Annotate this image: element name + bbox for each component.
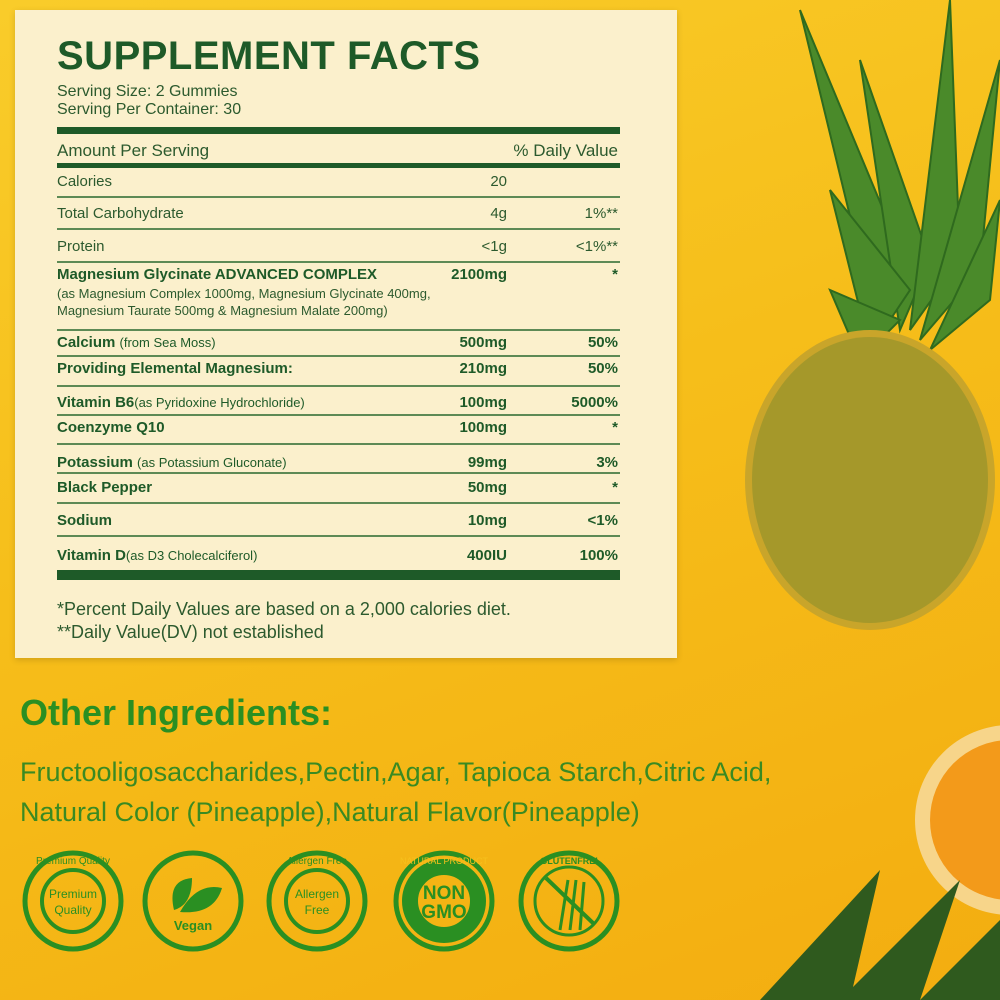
allergen-free-icon: Allergen Free Allergen Free	[266, 850, 368, 952]
nutrient-detail: (as Magnesium Complex 1000mg, Magnesium …	[57, 286, 431, 318]
nutrient-name: Black Pepper	[57, 479, 153, 496]
gluten-free-icon: GLUTENFREI	[518, 850, 620, 952]
orange-slice-icon	[915, 725, 1000, 915]
svg-text:Vegan: Vegan	[174, 918, 212, 933]
nutrient-dv: <1%	[587, 512, 618, 529]
nutrient-row: Calcium (from Sea Moss) 500mg 50%	[57, 334, 620, 354]
nutrient-amount: 99mg	[467, 454, 507, 471]
row-divider	[57, 355, 620, 357]
nutrient-row: Vitamin B6(as Pyridoxine Hydrochloride) …	[57, 394, 620, 414]
row-divider	[57, 329, 620, 331]
nutrient-name: Vitamin B6(as Pyridoxine Hydrochloride)	[57, 394, 305, 411]
footnote-not-established: **Daily Value(DV) not established	[57, 622, 324, 642]
premium-quality-icon: Premium Quality Premium Quality	[22, 850, 124, 952]
nutrient-amount: 100mg	[459, 419, 507, 436]
header-dv: % Daily Value	[513, 141, 618, 160]
serving-size: Serving Size: 2 Gummies	[57, 83, 238, 100]
row-divider	[57, 502, 620, 504]
nutrient-name: Providing Elemental Magnesium:	[57, 360, 293, 377]
nutrient-dv: *	[612, 479, 618, 496]
nutrient-amount: 10mg	[467, 512, 507, 529]
nutrient-dv: 50%	[587, 360, 618, 377]
nutrient-amount: 400IU	[466, 547, 507, 564]
nutrient-row: Magnesium Glycinate ADVANCED COMPLEX 210…	[57, 266, 620, 318]
nutrient-name: Magnesium Glycinate ADVANCED COMPLEX	[57, 266, 378, 283]
vegan-leaf-icon: Vegan	[142, 850, 244, 952]
nutrient-name: Protein	[57, 238, 105, 255]
nutrient-row: Providing Elemental Magnesium: 210mg 50%	[57, 360, 620, 380]
svg-text:NON: NON	[423, 883, 465, 904]
nutrient-name: Total Carbohydrate	[57, 205, 184, 222]
servings-per-container: Serving Per Container: 30	[57, 101, 242, 118]
header-amount: Amount Per Serving	[57, 141, 210, 160]
row-divider	[57, 443, 620, 445]
svg-text:GMO: GMO	[421, 902, 466, 923]
svg-text:Premium Quality: Premium Quality	[36, 856, 110, 867]
nutrient-row: Total Carbohydrate 4g 1%**	[57, 205, 620, 225]
divider	[57, 570, 620, 580]
palm-leaves-icon	[760, 870, 1000, 1000]
nutrient-row: Coenzyme Q10 100mg *	[57, 419, 620, 439]
nutrient-dv: 5000%	[571, 394, 618, 411]
pineapple-leaves-icon	[799, 0, 1000, 362]
nutrient-dv: 3%	[596, 454, 618, 471]
nutrient-name: Sodium	[57, 512, 112, 529]
nutrient-amount: 210mg	[459, 360, 507, 377]
facts-title: SUPPLEMENT FACTS	[57, 34, 481, 78]
row-divider	[57, 472, 620, 474]
row-divider	[57, 414, 620, 416]
nutrient-row: Vitamin D(as D3 Cholecalciferol) 400IU 1…	[57, 547, 620, 567]
nutrient-dv: <1%**	[575, 238, 618, 255]
row-divider	[57, 385, 620, 387]
row-divider	[57, 228, 620, 230]
nutrient-dv: *	[612, 419, 618, 436]
footnote-dv: *Percent Daily Values are based on a 2,0…	[57, 599, 511, 619]
nutrient-amount: 2100mg	[451, 266, 507, 283]
nutrient-dv: *	[612, 266, 618, 283]
nutrient-amount: <1g	[481, 238, 507, 255]
nutrient-name: Coenzyme Q10	[57, 419, 165, 436]
svg-text:GLUTENFREI: GLUTENFREI	[540, 856, 598, 866]
svg-text:NATURAL PRODUCT: NATURAL PRODUCT	[400, 856, 489, 866]
nutrient-dv: 100%	[579, 547, 618, 564]
supplement-facts-panel: SUPPLEMENT FACTS Serving Size: 2 Gummies…	[15, 10, 677, 658]
nutrient-row: Protein <1g <1%**	[57, 238, 620, 258]
nutrient-name: Potassium (as Potassium Gluconate)	[57, 454, 287, 471]
nutrient-amount: 500mg	[459, 334, 507, 351]
row-divider	[57, 535, 620, 537]
table-header: Amount Per Serving % Daily Value	[57, 141, 620, 161]
nutrient-amount: 4g	[490, 205, 507, 222]
svg-text:Allergen Free: Allergen Free	[287, 856, 347, 867]
row-divider	[57, 196, 620, 198]
nutrient-amount: 20	[490, 173, 507, 190]
nutrient-amount: 100mg	[459, 394, 507, 411]
pineapple-icon	[745, 330, 995, 630]
nutrient-name: Vitamin D(as D3 Cholecalciferol)	[57, 547, 258, 564]
other-ingredients-title: Other Ingredients:	[20, 692, 333, 733]
nutrient-dv: 1%**	[584, 205, 618, 222]
nutrient-row: Calories 20	[57, 173, 620, 193]
divider	[57, 163, 620, 168]
nutrient-row: Sodium 10mg <1%	[57, 512, 620, 532]
nutrient-dv: 50%	[587, 334, 618, 351]
nutrient-amount: 50mg	[467, 479, 507, 496]
nutrient-row: Potassium (as Potassium Gluconate) 99mg …	[57, 454, 620, 474]
nutrient-name: Calories	[57, 173, 113, 190]
nutrient-row: Black Pepper 50mg *	[57, 479, 620, 499]
divider	[57, 127, 620, 134]
row-divider	[57, 261, 620, 263]
other-ingredients-text: Fructooligosaccharides,Pectin,Agar, Tapi…	[20, 757, 772, 827]
nutrient-name: Calcium (from Sea Moss)	[57, 334, 216, 351]
